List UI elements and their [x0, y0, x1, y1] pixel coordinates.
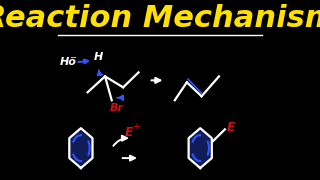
Polygon shape [69, 128, 92, 168]
Text: E: E [227, 121, 236, 134]
Text: −: − [69, 53, 76, 62]
Text: Ho: Ho [60, 57, 76, 68]
Text: E: E [125, 126, 134, 139]
Text: Reaction Mechanism: Reaction Mechanism [0, 4, 320, 33]
Text: +: + [132, 122, 140, 132]
Polygon shape [188, 128, 212, 168]
Text: H: H [94, 52, 103, 62]
Text: Br: Br [110, 103, 124, 113]
